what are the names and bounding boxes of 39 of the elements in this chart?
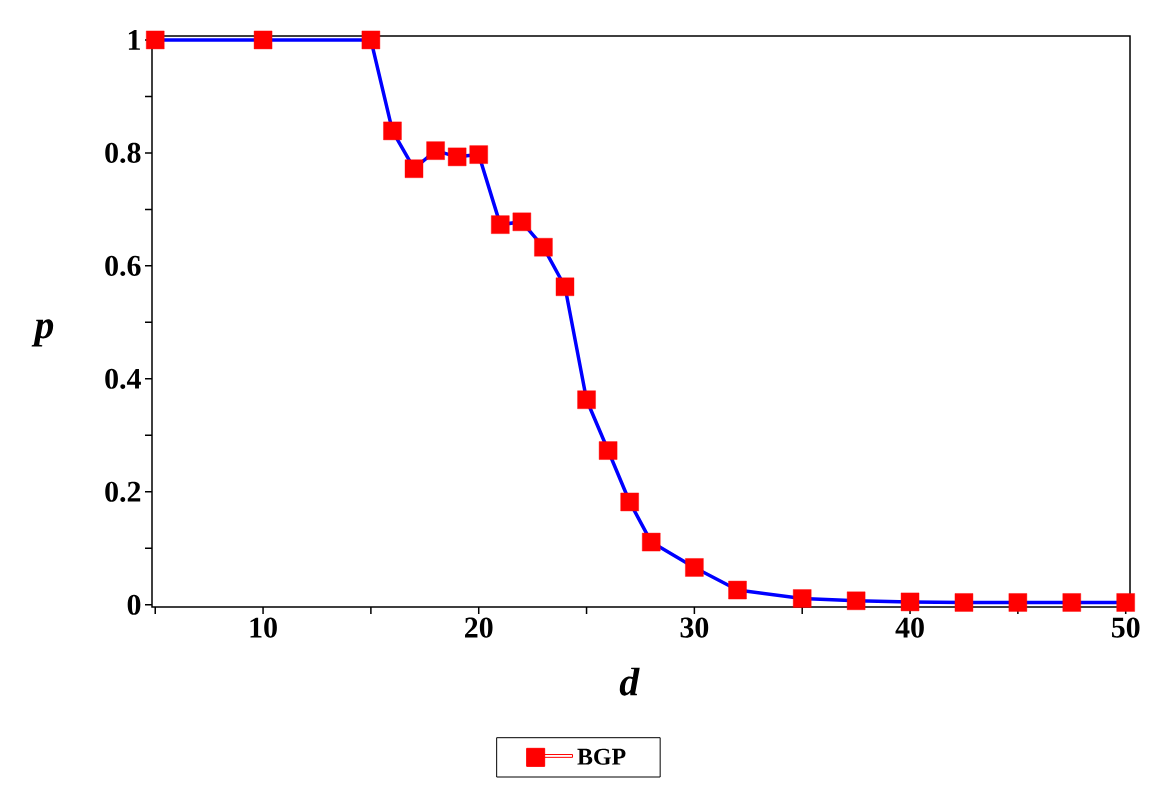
point xyxy=(555,277,575,296)
x-tick-label: 20 xyxy=(465,617,493,638)
point xyxy=(469,145,488,164)
y-tick-label: 0.4 xyxy=(105,368,141,389)
point xyxy=(598,441,618,460)
point xyxy=(685,558,704,577)
x-tick-label: 30 xyxy=(680,617,709,638)
point xyxy=(512,212,532,232)
y-tick-label: 1 xyxy=(128,30,140,50)
point xyxy=(620,492,639,512)
point xyxy=(577,390,596,409)
point xyxy=(1116,593,1135,612)
point xyxy=(361,30,381,50)
y-axis-title: p xyxy=(31,319,54,347)
x-tick-label: 50 xyxy=(1111,617,1140,638)
x-axis-title: d xyxy=(619,667,640,696)
point xyxy=(404,159,424,178)
y-tick-label: 0.6 xyxy=(105,255,141,277)
point xyxy=(146,30,165,50)
point xyxy=(846,591,866,610)
point xyxy=(793,589,812,608)
point xyxy=(534,238,553,257)
legend-label: BGP xyxy=(577,748,626,765)
point xyxy=(728,580,747,600)
y-tick-label: 0 xyxy=(127,594,141,615)
point xyxy=(491,215,510,234)
point xyxy=(1062,593,1081,612)
point xyxy=(1008,593,1028,612)
point xyxy=(383,121,402,141)
y-tick-label: 0.8 xyxy=(105,142,141,164)
point xyxy=(253,30,273,50)
point xyxy=(954,593,974,612)
x-tick-label: 10 xyxy=(250,617,277,638)
point xyxy=(447,147,467,167)
x-tick-label: 40 xyxy=(895,617,924,638)
point xyxy=(642,532,661,552)
y-tick-label: 0.2 xyxy=(105,481,141,502)
point xyxy=(900,592,920,612)
point xyxy=(426,141,445,160)
